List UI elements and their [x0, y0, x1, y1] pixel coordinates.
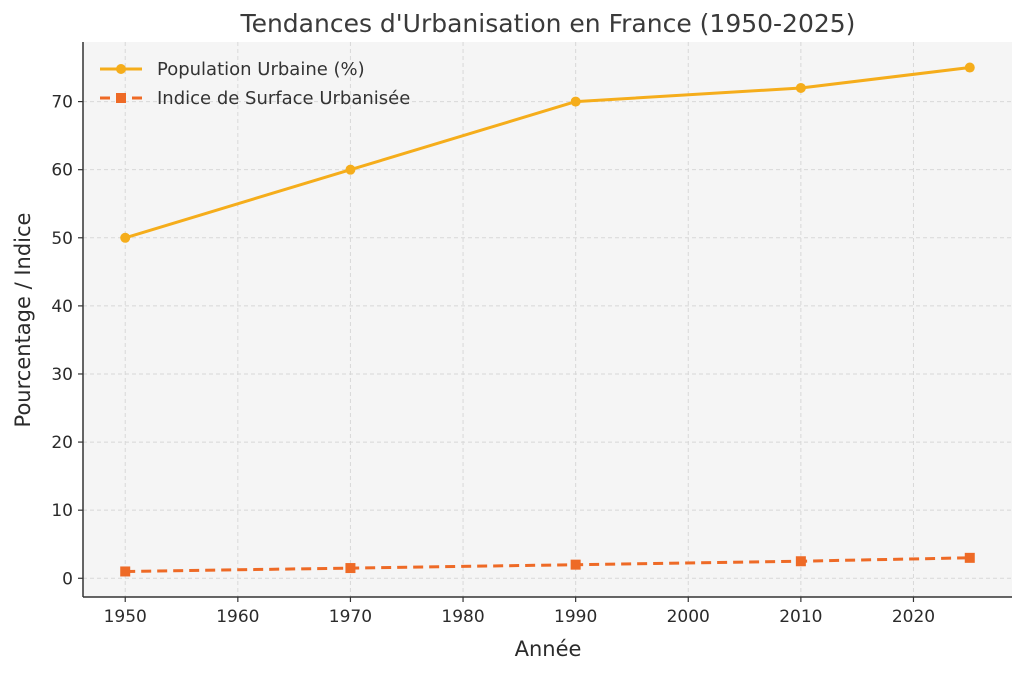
legend-marker-circle — [116, 64, 126, 74]
legend-label: Indice de Surface Urbanisée — [157, 88, 410, 109]
x-tick-label: 1970 — [329, 607, 372, 627]
x-tick-label: 1980 — [441, 607, 484, 627]
x-tick-label: 2000 — [667, 607, 710, 627]
legend-label: Population Urbaine (%) — [157, 59, 365, 80]
data-point-circle — [964, 62, 975, 73]
data-point-circle — [345, 164, 356, 175]
data-point-circle — [120, 232, 131, 243]
y-tick-label: 60 — [51, 161, 73, 181]
x-axis-label: Année — [515, 637, 582, 661]
legend: Population Urbaine (%) Indice de Surface … — [100, 59, 410, 109]
y-axis-label: Pourcentage / Indice — [11, 213, 35, 428]
tick-labels: 1950 1960 1970 1980 1990 2000 2010 2020 0 10 20 30 4… — [51, 93, 935, 627]
y-tick-label: 50 — [51, 229, 73, 249]
x-tick-label: 1990 — [554, 607, 597, 627]
y-tick-label: 20 — [51, 433, 73, 453]
series-lines — [120, 62, 975, 577]
x-tick-label: 1950 — [104, 607, 147, 627]
data-point-square — [120, 566, 131, 577]
y-tick-label: 40 — [51, 297, 73, 317]
x-tick-label: 2020 — [892, 607, 935, 627]
y-tick-label: 10 — [51, 501, 73, 521]
y-tick-label: 30 — [51, 365, 73, 385]
legend-marker-square — [116, 93, 126, 103]
data-point-square — [345, 563, 356, 574]
data-point-square — [795, 556, 806, 567]
y-tick-label: 0 — [62, 569, 73, 589]
y-tick-label: 70 — [51, 93, 73, 113]
x-tick-label: 2010 — [779, 607, 822, 627]
chart-title: Tendances d'Urbanisation en France (1950… — [240, 9, 856, 38]
plot-area — [83, 42, 1012, 597]
data-point-circle — [795, 82, 806, 93]
data-point-square — [964, 552, 975, 563]
x-tick-label: 1960 — [216, 607, 259, 627]
data-point-square — [570, 559, 581, 570]
data-point-circle — [570, 96, 581, 107]
